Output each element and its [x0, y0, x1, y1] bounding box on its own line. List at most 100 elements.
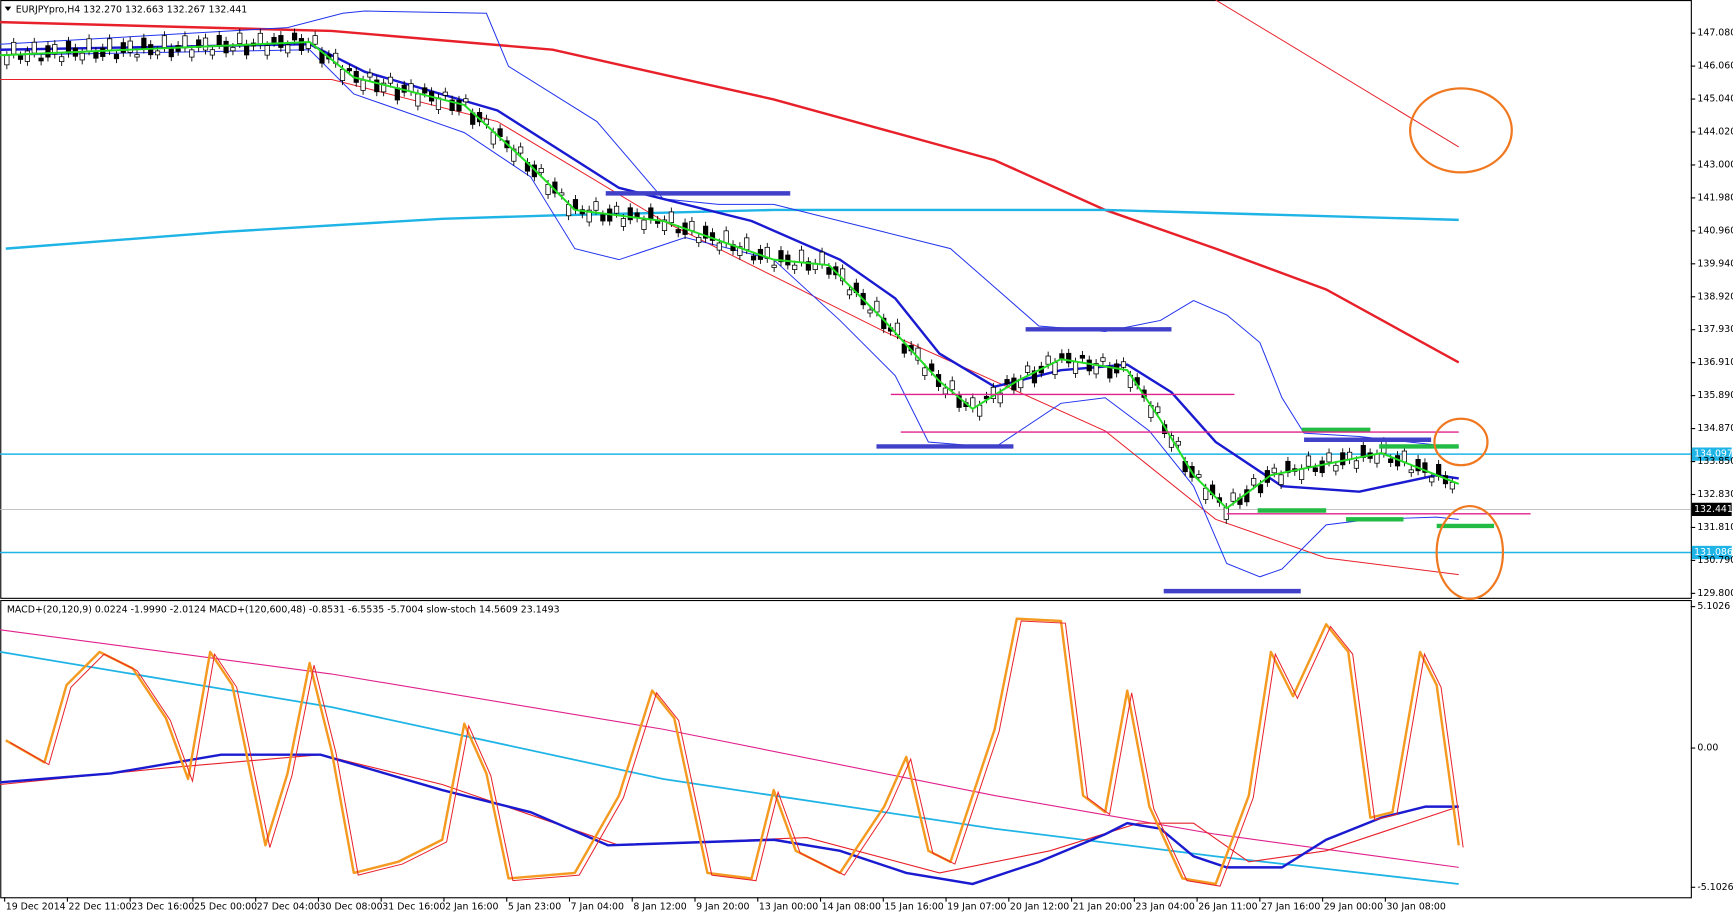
stochastic-signal	[9, 620, 1464, 887]
candle-body	[1230, 492, 1236, 502]
candle-body	[161, 35, 168, 48]
candle-body	[627, 207, 633, 221]
envelope	[0, 79, 1459, 576]
candle-body	[189, 49, 195, 58]
candle-body	[360, 79, 366, 91]
time-label: 23 Jan 04:00	[1135, 902, 1194, 913]
candle-body	[1004, 379, 1010, 385]
candle-body	[120, 42, 126, 53]
price-tick-label: 139.940	[1697, 258, 1733, 269]
candle-body	[1388, 458, 1394, 463]
candle-body	[202, 37, 209, 51]
candle-body	[538, 168, 544, 174]
candle-body	[771, 264, 777, 268]
candle-body	[668, 211, 674, 223]
time-label: 27 Jan 16:00	[1261, 902, 1320, 913]
candle-body	[11, 41, 17, 55]
candle-body	[1120, 361, 1127, 368]
candle-body	[367, 72, 373, 78]
bollinger-upper	[0, 10, 1459, 448]
candle-body	[750, 255, 757, 261]
price-tick-label: 145.040	[1697, 94, 1733, 105]
candle-body	[586, 209, 592, 223]
candle-body	[922, 367, 928, 376]
candle-body	[648, 207, 654, 220]
time-label: 30 Jan 08:00	[1386, 902, 1445, 913]
candle-body	[230, 47, 236, 52]
candle-body	[1429, 476, 1435, 483]
price-tick-label: 131.810	[1697, 522, 1733, 533]
price-tick-label: 132.830	[1697, 489, 1733, 500]
indicator-tick-label: -5.1026	[1697, 882, 1733, 893]
candle-body	[977, 404, 983, 417]
candle-body	[339, 68, 346, 81]
candle-body	[1100, 357, 1106, 362]
candle-body	[387, 76, 394, 84]
price-marker-box	[1691, 502, 1732, 517]
stochastic	[5, 617, 1460, 886]
time-label: 22 Dec 11:00	[69, 902, 132, 913]
candle-body	[1374, 453, 1380, 464]
candle-body	[107, 38, 113, 52]
candle-body	[264, 45, 270, 56]
time-label: 15 Jan 16:00	[884, 902, 943, 913]
candle-body	[846, 289, 853, 296]
candle-body	[613, 205, 620, 214]
candle-body	[1353, 460, 1360, 469]
candle-body	[593, 201, 599, 211]
chart-header: EURJPYpro,H4 132.270 132.663 132.267 132…	[16, 4, 248, 15]
candle-body	[1155, 406, 1161, 413]
envelope	[1215, 0, 1460, 148]
price-tick-label: 133.850	[1697, 456, 1733, 467]
time-label: 19 Dec 2014	[6, 902, 66, 913]
candle-body	[79, 52, 85, 61]
candle-body	[1271, 467, 1277, 474]
time-label: 23 Dec 16:00	[131, 902, 194, 913]
ma-mid	[0, 42, 1459, 493]
candle-body	[381, 82, 387, 93]
time-label: 8 Jan 12:00	[633, 902, 686, 913]
candle-body	[141, 37, 147, 50]
candle-body	[1333, 464, 1339, 472]
candle-body	[209, 49, 215, 56]
candle-body	[1025, 365, 1031, 373]
candle-body	[216, 35, 222, 46]
price-tick-label: 146.060	[1697, 61, 1733, 72]
time-label: 21 Jan 20:00	[1073, 902, 1132, 913]
macd	[0, 753, 1459, 886]
time-label: 29 Jan 00:00	[1324, 902, 1383, 913]
candle-body	[661, 219, 668, 231]
candle-body	[1408, 469, 1414, 474]
candle-body	[182, 35, 188, 49]
time-label: 5 Jan 23:00	[508, 902, 561, 913]
time-label: 20 Jan 12:00	[1010, 902, 1069, 913]
candle-body	[1086, 359, 1092, 372]
candle-body	[45, 45, 51, 58]
candle-body	[59, 56, 65, 62]
candle-body	[778, 250, 784, 263]
candle-body	[285, 44, 291, 54]
time-label: 30 Dec 08:00	[320, 902, 383, 913]
candle-body	[819, 251, 825, 265]
price-panel	[0, 0, 1692, 599]
time-label: 31 Dec 16:00	[382, 902, 445, 913]
candle-body	[1031, 370, 1038, 384]
indicator-lines	[0, 617, 1464, 887]
annotations	[1409, 87, 1513, 600]
candle-body	[949, 380, 955, 391]
circle	[1435, 504, 1505, 600]
time-label: 25 Dec 00:00	[194, 902, 257, 913]
time-label: 14 Jan 08:00	[822, 902, 881, 913]
candle-body	[223, 40, 229, 54]
candle-body	[86, 38, 92, 52]
ma-slow	[0, 20, 1460, 364]
candle-body	[942, 387, 948, 395]
price-tick-label: 141.980	[1697, 192, 1733, 203]
candle-body	[1059, 353, 1065, 359]
candle-body	[1415, 459, 1421, 472]
candle-body	[929, 363, 935, 372]
candle-body	[1196, 474, 1202, 478]
price-marker: 132.441	[1694, 504, 1733, 515]
menu-arrow[interactable]	[4, 6, 12, 12]
